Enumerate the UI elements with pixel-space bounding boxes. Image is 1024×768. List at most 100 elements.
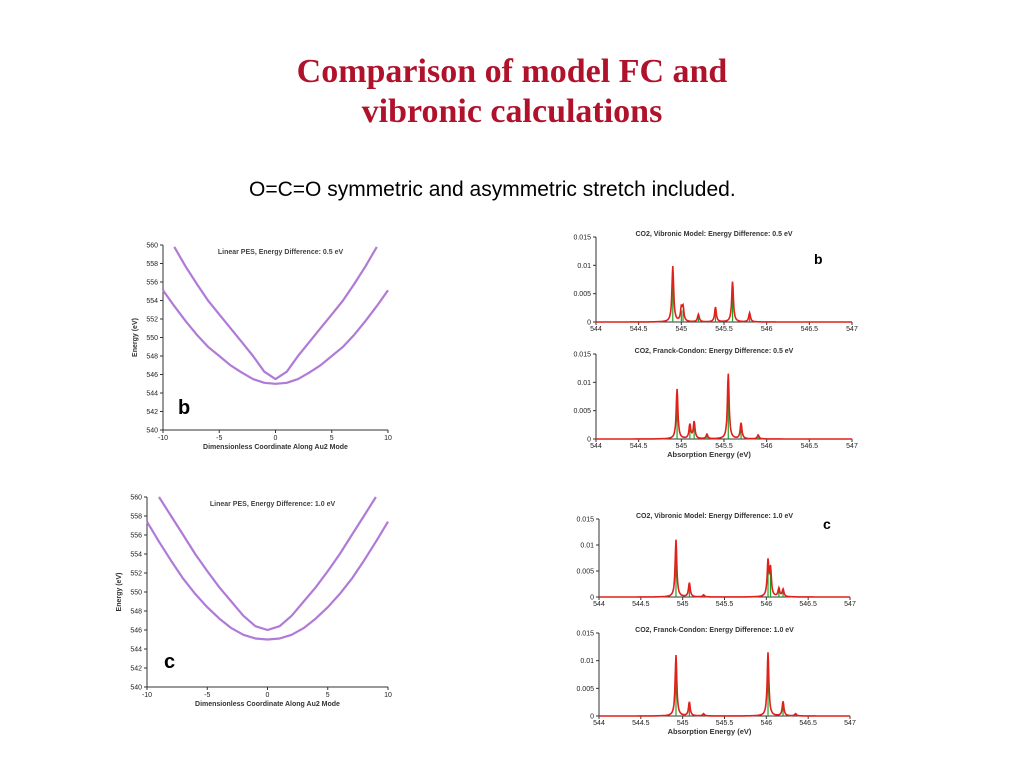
slide-title: Comparison of model FC and vibronic calc… (0, 52, 1024, 132)
y-tick-label: 546 (130, 628, 142, 635)
x-tick-label: 545.5 (716, 720, 734, 727)
chart-title: CO2, Vibronic Model: Energy Difference: … (636, 513, 793, 520)
y-tick-label: 0.01 (577, 380, 591, 387)
y-tick-label: 544 (146, 391, 158, 398)
y-tick-label: 0.015 (573, 352, 591, 359)
y-tick-label: 542 (130, 666, 142, 673)
x-tick-label: 546 (760, 601, 772, 608)
x-tick-label: -10 (158, 435, 168, 442)
x-tick-label: 546.5 (801, 326, 819, 333)
x-axis-label: Absorption Energy (eV) (667, 450, 751, 459)
y-tick-label: 546 (146, 372, 158, 379)
y-tick-label: 540 (130, 685, 142, 692)
x-tick-label: 544 (593, 601, 605, 608)
y-tick-label: 550 (146, 335, 158, 342)
x-tick-label: 0 (266, 692, 270, 699)
x-tick-label: 544 (590, 326, 602, 333)
spectrum-envelope (596, 373, 852, 440)
y-tick-label: 0.005 (576, 686, 594, 693)
y-tick-label: 0 (587, 320, 591, 327)
panel-label: c (164, 651, 175, 673)
y-tick-label: 560 (130, 495, 142, 502)
x-tick-label: 545.5 (715, 443, 733, 450)
panel-label: c (823, 516, 831, 532)
y-tick-label: 552 (130, 571, 142, 578)
x-axis-label: Absorption Energy (eV) (668, 727, 752, 736)
x-tick-label: 5 (326, 692, 330, 699)
y-tick-label: 0.015 (573, 235, 591, 242)
x-tick-label: 546.5 (799, 720, 817, 727)
x-tick-label: 545 (675, 443, 687, 450)
y-tick-label: 556 (130, 533, 142, 540)
spectrum-chart-franck-condon-b: 0 0.005 0.01 0.015 544 544.5 545 545.5 546 546.5 5… (573, 348, 858, 459)
x-tick-label: 545 (677, 601, 689, 608)
y-tick-label: 542 (146, 409, 158, 416)
x-tick-label: 546.5 (799, 601, 817, 608)
pes-curve-1 (158, 496, 377, 632)
x-tick-label: 0 (274, 435, 278, 442)
spectrum-envelope (599, 539, 850, 598)
y-tick-label: 548 (146, 354, 158, 361)
y-tick-label: 0 (590, 714, 594, 721)
x-axis-label: Dimensionless Coordinate Along Au2 Mode (195, 701, 340, 708)
x-tick-label: 544.5 (632, 720, 650, 727)
chart-title: CO2, Franck-Condon: Energy Difference: 0… (635, 348, 794, 355)
x-tick-label: 10 (384, 692, 392, 699)
x-tick-label: 544 (593, 720, 605, 727)
y-tick-label: 548 (130, 609, 142, 616)
x-tick-label: 546 (761, 326, 773, 333)
spectrum-chart-franck-condon-c: 0 0.005 0.01 0.015 544 544.5 545 545.5 546 546.5 5… (576, 627, 856, 736)
panel-label: b (814, 251, 823, 267)
chart-title: CO2, Vibronic Model: Energy Difference: … (635, 231, 792, 238)
y-tick-label: 556 (146, 280, 158, 287)
x-tick-label: 544.5 (630, 326, 648, 333)
spectrum-envelope (596, 266, 852, 323)
x-tick-label: -5 (216, 435, 222, 442)
y-tick-label: 0.01 (580, 543, 594, 550)
slide-title-line-1: Comparison of model FC and (296, 53, 728, 90)
x-tick-label: 547 (846, 443, 858, 450)
x-tick-label: -5 (204, 692, 210, 699)
y-tick-label: 0.005 (576, 569, 594, 576)
x-tick-label: 545 (675, 326, 687, 333)
x-tick-label: 544.5 (630, 443, 648, 450)
panel-label: b (178, 397, 190, 419)
y-tick-label: 560 (146, 243, 158, 250)
y-tick-label: 0 (590, 595, 594, 602)
x-tick-label: -10 (142, 692, 152, 699)
y-tick-label: 0.005 (573, 291, 591, 298)
y-tick-label: 552 (146, 317, 158, 324)
slide-subtitle: O=C=O symmetric and asymmetric stretch i… (249, 178, 736, 201)
x-tick-label: 546 (761, 443, 773, 450)
y-tick-label: 0 (587, 437, 591, 444)
y-tick-label: 0.015 (576, 517, 594, 524)
y-tick-label: 0.005 (573, 408, 591, 415)
x-tick-label: 546.5 (801, 443, 819, 450)
y-axis-label: Energy (eV) (132, 318, 139, 357)
y-axis-label: Energy (eV) (116, 573, 123, 612)
x-tick-label: 547 (844, 720, 856, 727)
spectrum-chart-vibronic-c: 0 0.005 0.01 0.015 544 544.5 545 545.5 546 546.5 5… (576, 513, 855, 608)
chart-title: Linear PES, Energy Difference: 1.0 eV (210, 501, 336, 508)
spectrum-envelope (599, 652, 850, 717)
x-tick-label: 5 (330, 435, 334, 442)
y-tick-label: 540 (146, 428, 158, 435)
y-tick-label: 0.015 (576, 631, 594, 638)
chart-title: CO2, Franck-Condon: Energy Difference: 1… (635, 627, 794, 634)
x-tick-label: 547 (846, 326, 858, 333)
slide-title-line-2: vibronic calculations (361, 93, 663, 130)
x-tick-label: 10 (384, 435, 392, 442)
y-tick-label: 550 (130, 590, 142, 597)
pes-chart-c: 540 542 544 546 548 550 552 554 556 558 560 -10 -5 0 5… (116, 495, 392, 709)
x-tick-label: 545 (677, 720, 689, 727)
y-tick-label: 544 (130, 647, 142, 654)
chart-title: Linear PES, Energy Difference: 0.5 eV (218, 249, 344, 256)
y-tick-label: 554 (130, 552, 142, 559)
spectrum-chart-vibronic-b: 0 0.005 0.01 0.015 544 544.5 545 545.5 546 546.5 5… (573, 231, 858, 333)
x-tick-label: 545.5 (715, 326, 733, 333)
y-tick-label: 0.01 (577, 263, 591, 270)
x-tick-label: 544.5 (632, 601, 650, 608)
x-tick-label: 545.5 (716, 601, 734, 608)
pes-curve-2 (162, 289, 389, 385)
x-axis-label: Dimensionless Coordinate Along Au2 Mode (203, 444, 348, 451)
